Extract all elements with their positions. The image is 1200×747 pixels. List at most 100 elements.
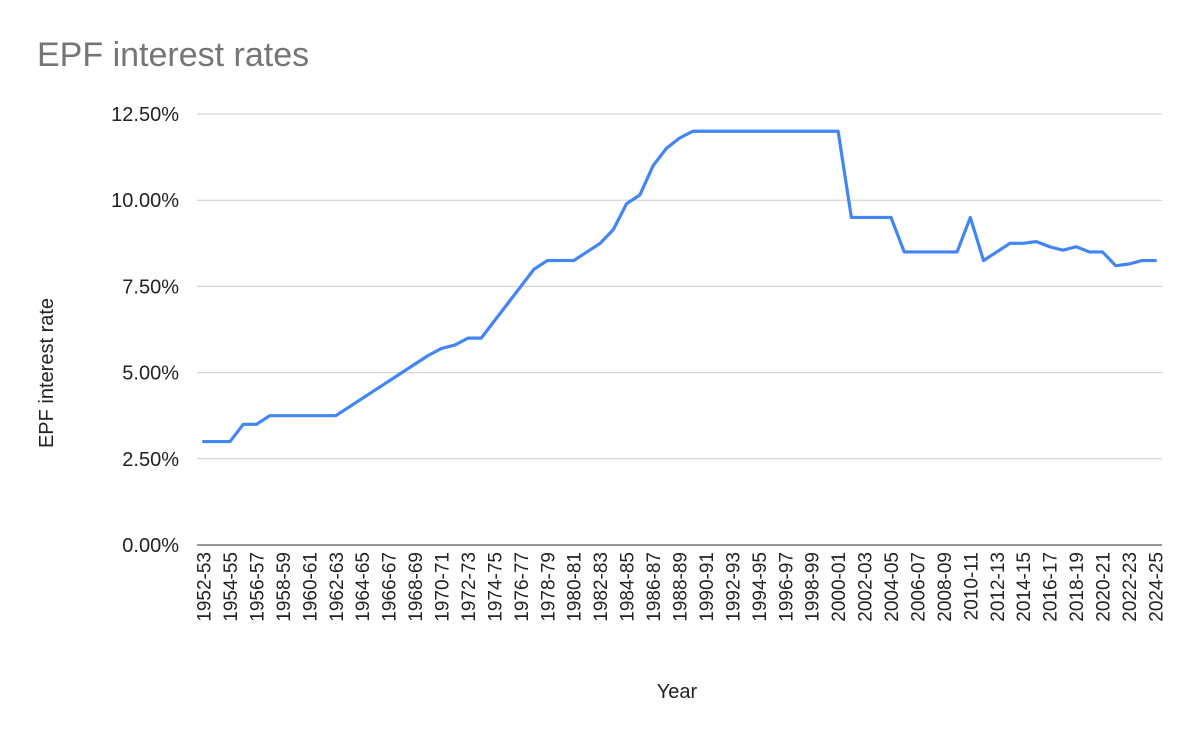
data-point: [995, 250, 998, 253]
x-tick-label: 2008-09: [935, 552, 956, 622]
data-point: [1061, 249, 1064, 252]
data-point: [890, 216, 893, 219]
x-tick-label: 1990-91: [697, 552, 718, 622]
x-tick-label: 1962-63: [327, 552, 348, 622]
data-point: [797, 130, 800, 133]
data-point: [374, 388, 377, 391]
x-tick-label: 2022-23: [1120, 552, 1141, 622]
data-point: [704, 130, 707, 133]
x-tick-label: 2000-01: [829, 552, 850, 622]
data-point: [916, 250, 919, 253]
data-point: [625, 202, 628, 205]
x-tick-label: 1994-95: [750, 552, 771, 622]
x-tick-label: 2012-13: [988, 552, 1009, 622]
data-point: [1141, 259, 1144, 262]
x-tick-label: 1980-81: [565, 552, 586, 622]
data-point: [466, 337, 469, 340]
data-point: [215, 440, 218, 443]
data-point: [652, 164, 655, 167]
data-point: [387, 380, 390, 383]
data-point: [929, 250, 932, 253]
data-point: [1022, 242, 1025, 245]
data-point: [863, 216, 866, 219]
y-tick-label: 5.00%: [122, 363, 179, 385]
data-point: [414, 362, 417, 365]
x-tick-label: 2014-15: [1014, 552, 1035, 622]
data-point: [837, 130, 840, 133]
data-point: [982, 259, 985, 262]
y-tick-label: 0.00%: [122, 535, 179, 557]
series-line: [202, 129, 1157, 444]
data-point: [242, 423, 245, 426]
x-tick-label: 1986-87: [644, 552, 665, 622]
x-tick-label: 1960-61: [300, 552, 321, 622]
y-axis-title: EPF interest rate: [36, 298, 58, 448]
data-point: [1035, 240, 1038, 243]
data-point: [903, 250, 906, 253]
gridlines: [197, 113, 1162, 546]
data-point: [744, 130, 747, 133]
x-tick-label: 2016-17: [1041, 552, 1062, 622]
data-point: [229, 440, 232, 443]
data-point: [810, 130, 813, 133]
data-point: [480, 337, 483, 340]
data-point: [295, 414, 298, 417]
data-point: [506, 302, 509, 305]
data-point: [281, 414, 284, 417]
data-point: [361, 397, 364, 400]
data-point: [440, 347, 443, 350]
data-point: [268, 414, 271, 417]
data-point: [334, 414, 337, 417]
x-tick-label: 1956-57: [247, 552, 268, 622]
data-point: [1114, 264, 1117, 267]
x-tick-label: 1964-65: [353, 552, 374, 622]
data-point: [1101, 250, 1104, 253]
data-point: [956, 250, 959, 253]
x-axis-title: Year: [657, 681, 698, 703]
data-point: [585, 250, 588, 253]
data-point: [572, 259, 575, 262]
data-point: [599, 242, 602, 245]
x-tick-label: 1978-79: [538, 552, 559, 622]
data-point: [757, 130, 760, 133]
x-tick-label: 2002-03: [856, 552, 877, 622]
data-point: [665, 147, 668, 150]
x-tick-label: 1976-77: [512, 552, 533, 622]
x-tick-label: 1982-83: [591, 552, 612, 622]
y-tick-label: 12.50%: [111, 104, 179, 126]
x-tick-label: 1996-97: [776, 552, 797, 622]
data-point: [255, 423, 258, 426]
y-tick-label: 10.00%: [111, 190, 179, 212]
series-layer: [202, 129, 1157, 444]
data-point: [1075, 245, 1078, 248]
x-tick-labels: 1952-53 1954-55 1956-57 1958-59 1960-61 1962-…: [195, 552, 1168, 622]
x-tick-label: 1972-73: [459, 552, 480, 622]
data-point: [493, 319, 496, 322]
data-point: [1088, 250, 1091, 253]
x-tick-label: 1966-67: [380, 552, 401, 622]
data-point: [546, 259, 549, 262]
y-tick-labels: 0.00% 2.50% 5.00% 7.50% 10.00% 12.50%: [111, 104, 179, 557]
data-point: [969, 216, 972, 219]
x-tick-label: 1954-55: [221, 552, 242, 622]
x-tick-label: 1988-89: [671, 552, 692, 622]
data-point: [823, 130, 826, 133]
x-tick-label: 2018-19: [1067, 552, 1088, 622]
data-point: [1127, 262, 1130, 265]
data-point: [718, 130, 721, 133]
x-tick-label: 1974-75: [485, 552, 506, 622]
x-tick-label: 2004-05: [882, 552, 903, 622]
data-point: [559, 259, 562, 262]
data-point: [519, 285, 522, 288]
x-tick-label: 1970-71: [433, 552, 454, 622]
x-tick-label: 1984-85: [618, 552, 639, 622]
data-point: [533, 268, 536, 271]
data-point: [638, 194, 641, 197]
data-point: [427, 354, 430, 357]
x-tick-label: 1968-69: [406, 552, 427, 622]
x-tick-label: 2010-11: [961, 552, 982, 620]
data-point: [1048, 245, 1051, 248]
data-point: [453, 344, 456, 347]
